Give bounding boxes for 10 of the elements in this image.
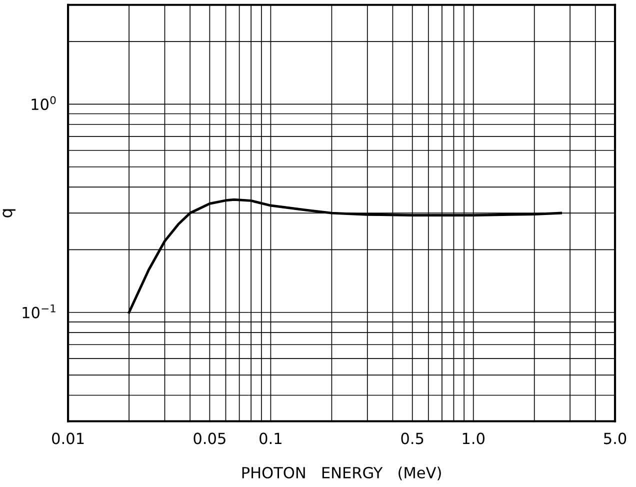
x-axis-title: PHOTON ENERGY (MeV) — [242, 466, 441, 480]
x-tick-label: 0.01 — [52, 432, 84, 444]
y-axis-title: q — [2, 209, 16, 218]
x-tick-label: 0.1 — [260, 432, 282, 444]
x-tick-label: 0.05 — [194, 432, 226, 444]
y-tick-label: 10$^{0}$ — [32, 96, 56, 110]
x-tick-label: 1.0 — [462, 432, 484, 444]
x-tick-label: 5.0 — [604, 432, 626, 444]
y-tick-label: 10$^{−1}$ — [22, 304, 56, 318]
x-tick-label: 0.5 — [401, 432, 424, 444]
